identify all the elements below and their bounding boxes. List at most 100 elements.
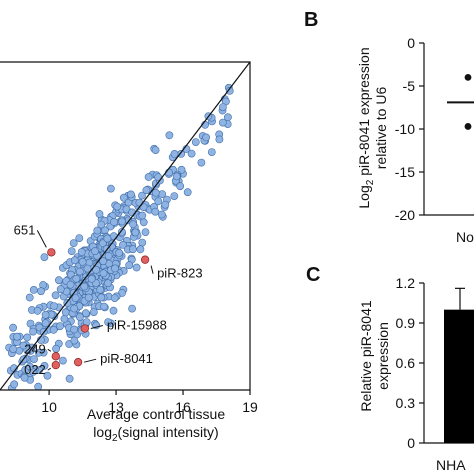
scatter-point: [218, 103, 227, 111]
panel-c-y-ticks: 1.2 0.9 0.6 0.3 0: [396, 275, 424, 451]
y-tick-label: 0: [407, 435, 415, 451]
scatter-point: [33, 306, 42, 315]
scatter-point: [34, 348, 43, 357]
scatter-point: [87, 274, 96, 283]
scatter-point: [191, 138, 200, 146]
scatter-point: [97, 293, 106, 302]
y-tick-label: -5: [403, 78, 416, 94]
scatter-point: [218, 118, 227, 127]
scatter-point: [151, 188, 160, 197]
scatter-point: [154, 197, 163, 206]
scatter-point: [25, 293, 34, 302]
scatter-point: [118, 227, 126, 236]
scatter-point: [142, 186, 151, 195]
panel-b: B Log2 piR-8041 expression relative to U…: [304, 9, 474, 245]
scatter-point: [13, 332, 21, 341]
scatter-point: [99, 269, 108, 278]
x-axis-ticks: 10 13 16 19: [41, 390, 258, 415]
scatter-point: [75, 234, 84, 242]
x-tick-label: 13: [108, 399, 124, 415]
panel-c-letter: C: [306, 264, 320, 286]
scatter-point: [78, 257, 87, 266]
data-point: [464, 74, 472, 81]
y-tick-label: -10: [395, 121, 415, 137]
scatter-point: [172, 172, 181, 181]
y-tick-label: 0.6: [396, 355, 416, 371]
scatter-point: [66, 280, 75, 289]
y-tick-label: 0.9: [396, 315, 416, 331]
scatter-point: [9, 345, 18, 353]
scatter-point: [131, 228, 140, 237]
scatter-point: [40, 361, 49, 370]
scatter-point: [84, 293, 93, 302]
label-leader: [47, 348, 52, 352]
scatter-point: [136, 245, 145, 254]
scatter-point: [72, 274, 81, 283]
scatter-point: [129, 220, 137, 229]
scatter-point: [11, 393, 18, 400]
scatter-point: [9, 323, 17, 332]
scatter-point: [113, 202, 122, 211]
scatter-point: [29, 285, 38, 294]
scatter-point: [197, 158, 206, 167]
scatter-point: [119, 193, 128, 202]
scatter-point: [176, 182, 185, 191]
x-tick-label: 19: [242, 399, 258, 415]
scatter-point: [138, 211, 147, 220]
scatter-point: [103, 234, 112, 243]
scatter-point: [96, 285, 104, 294]
scatter-point: [215, 135, 224, 144]
highlighted-point: [51, 360, 60, 370]
scatter-point: [52, 344, 60, 353]
scatter-point: [100, 302, 108, 311]
scatter-point: [157, 210, 166, 219]
plot-frame: [0, 61, 251, 391]
scatter-point: [37, 287, 45, 296]
point-label: piR-823: [157, 266, 203, 281]
scatter-point: [30, 355, 38, 363]
panel-b-points: [447, 74, 474, 130]
label-leader: [150, 265, 154, 274]
scatter-point: [50, 302, 58, 310]
panel-b-x-tick-label: No: [456, 229, 474, 245]
x-tick-label: 10: [41, 399, 57, 415]
scatter-point: [49, 325, 58, 334]
scatter-point: [111, 264, 119, 273]
scatter-point: [110, 218, 118, 226]
scatter-point: [70, 256, 79, 265]
scatter-point: [141, 228, 150, 236]
label-leader: [36, 230, 47, 248]
scatter-point: [132, 263, 141, 272]
scatter-point: [69, 239, 78, 247]
scatter-point: [161, 200, 170, 209]
scatter-point: [75, 267, 84, 276]
bar: [444, 309, 474, 443]
x-axis-label-line1: Average control tissue: [87, 406, 225, 422]
panel-b-y-ticks: 0 -5 -10 -15 -20: [395, 35, 424, 223]
scatter-point: [151, 207, 160, 216]
y-tick-label: -20: [395, 207, 415, 223]
scatter-point: [55, 276, 63, 285]
scatter-point: [170, 192, 179, 200]
scatter-point: [170, 149, 179, 158]
scatter-point: [41, 310, 50, 319]
scatter-point: [7, 409, 14, 416]
scatter-point: [41, 319, 50, 328]
scatter-point: [56, 322, 64, 331]
scatter-point: [125, 261, 134, 270]
scatter-point: [165, 131, 174, 140]
panel-c-ylabel-line1: Relative piR-8041: [358, 300, 374, 411]
scatter-point: [202, 133, 210, 142]
highlighted-points: [47, 248, 150, 370]
x-axis-label-line2: log2(signal intensity): [93, 424, 218, 444]
point-label: piR-8041: [100, 351, 153, 366]
scatter-point: [34, 382, 43, 390]
scatter-point: [70, 336, 79, 345]
highlighted-point: [140, 255, 150, 264]
scatter-point: [151, 146, 160, 154]
scatter-point: [51, 291, 60, 300]
scatter-point: [95, 210, 104, 218]
highlighted-point: [80, 324, 89, 333]
highlighted-point: [73, 358, 83, 367]
